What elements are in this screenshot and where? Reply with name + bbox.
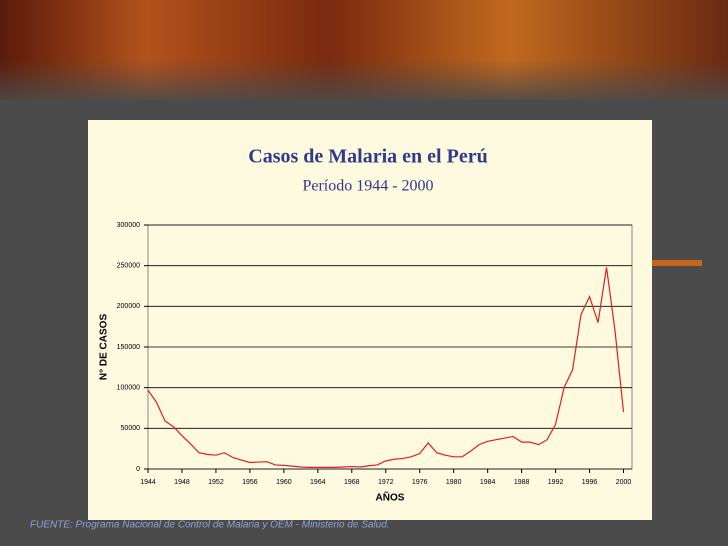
y-tick-label: 300000 xyxy=(117,222,140,229)
chart-subtitle: Período 1944 - 2000 xyxy=(302,178,433,195)
x-tick-label: 2000 xyxy=(616,479,632,486)
y-tick-label: 250000 xyxy=(117,263,140,270)
source-note: FUENTE: Programa Nacional de Control de … xyxy=(30,520,390,531)
x-tick-label: 1992 xyxy=(548,479,564,486)
x-tick-label: 1944 xyxy=(140,479,156,486)
chart-title: Casos de Malaria en el Perú xyxy=(248,146,487,168)
y-tick-label: 200000 xyxy=(117,303,140,310)
x-tick-label: 1988 xyxy=(514,479,530,486)
y-tick-label: 50000 xyxy=(121,425,141,432)
x-tick-label: 1948 xyxy=(174,479,190,486)
y-axis-label: N° DE CASOS xyxy=(99,314,110,381)
accent-stripe xyxy=(652,260,702,266)
x-tick-label: 1972 xyxy=(378,479,394,486)
x-axis-label: AÑOS xyxy=(376,491,405,504)
x-tick-label: 1952 xyxy=(208,479,224,486)
x-tick-label: 1956 xyxy=(242,479,258,486)
x-tick-label: 1976 xyxy=(412,479,428,486)
x-tick-label: 1980 xyxy=(446,479,462,486)
chart-panel xyxy=(88,120,652,520)
data-line xyxy=(147,267,625,468)
x-tick-label: 1996 xyxy=(582,479,598,486)
x-tick-label: 1960 xyxy=(276,479,292,486)
x-tick-label: 1964 xyxy=(310,479,326,486)
y-tick-label: 150000 xyxy=(117,344,140,351)
x-tick-label: 1984 xyxy=(480,479,496,486)
y-tick-label: 100000 xyxy=(117,385,140,392)
y-tick-label: 0 xyxy=(136,466,140,473)
x-tick-label: 1968 xyxy=(344,479,360,486)
header-fade xyxy=(0,60,728,105)
